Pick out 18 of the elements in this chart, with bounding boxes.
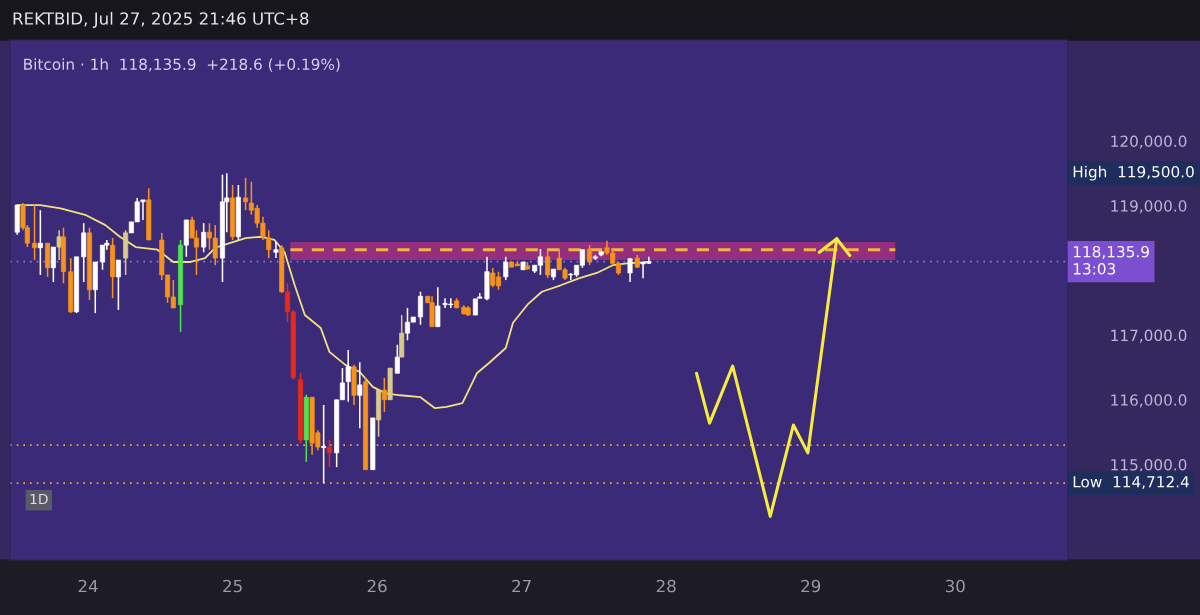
x-tick-label: 26 [367,579,387,593]
x-tick-label: 24 [78,579,98,593]
y-tick-label: 120,000.0 [1111,135,1187,149]
y-tick-label: 115,000.0 [1111,458,1187,473]
y-tick-label: 116,000.0 [1111,394,1187,408]
x-tick-label: 25 [223,579,242,593]
chart-title: REKTBID, Jul 27, 2025 21:46 UTC+8 [13,11,309,28]
y-tick-label: 119,000.0 [1111,200,1187,214]
x-tick-label: 27 [512,579,531,593]
x-tick-label: 29 [801,579,821,593]
annotation: 1D [30,493,48,505]
text: Bitcoin · 1h 118,135.9 +218.6 (+0.19%) [24,58,340,72]
x-tick-label: 28 [656,579,676,593]
ref-line-label: 118,135.9 13:03 [1073,245,1149,275]
ref-line-label: Low 114,712.4 [1073,475,1189,490]
x-tick-label: 30 [945,579,965,593]
y-tick-label: 117,000.0 [1111,329,1187,343]
text: High 119,500.0 [1073,165,1194,181]
